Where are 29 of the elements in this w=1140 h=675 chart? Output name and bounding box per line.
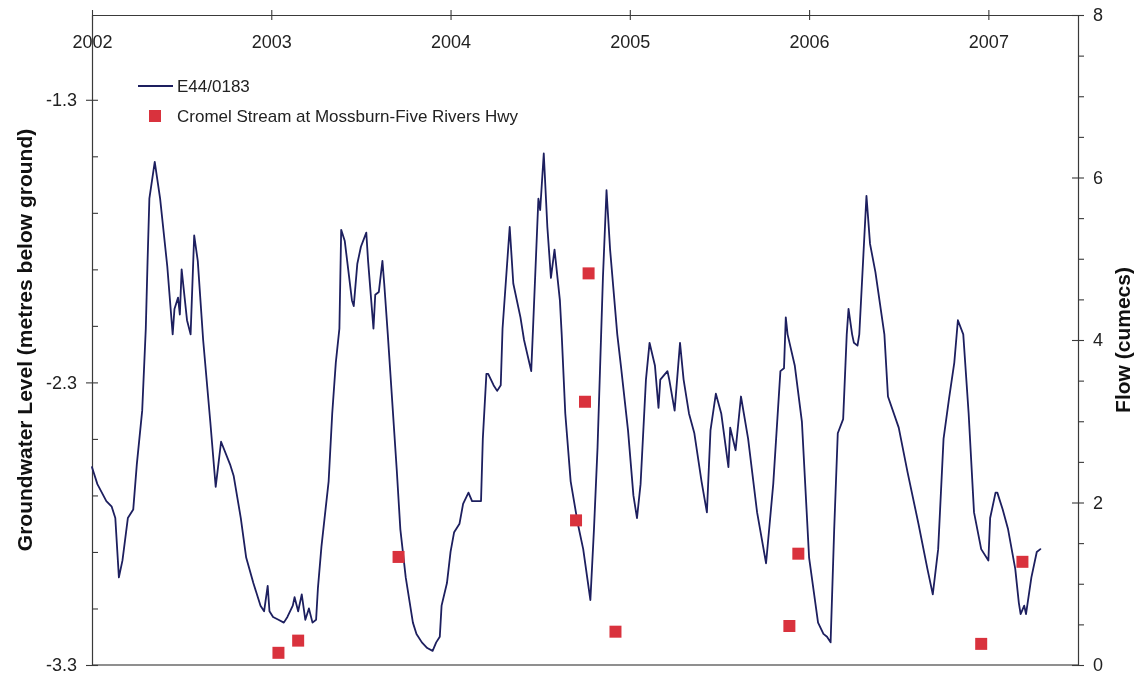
line-series	[91, 152, 1042, 652]
point	[292, 634, 305, 647]
point	[609, 625, 622, 638]
y-tick-label: -3.3	[45, 655, 77, 675]
y-tick-label: -1.3	[45, 90, 77, 111]
x-tick-label: 2005	[610, 31, 651, 52]
point	[1016, 555, 1029, 568]
y-tick-label: -2.3	[45, 372, 77, 393]
point	[783, 620, 796, 632]
legend-label: E44/0183	[177, 76, 250, 96]
point	[570, 514, 583, 527]
point	[975, 637, 988, 650]
point	[579, 395, 591, 408]
y2-axis-title: Flow (cumecs)	[1111, 267, 1135, 413]
y2-tick-label: 6	[1093, 167, 1104, 188]
x-tick-label: 2007	[968, 31, 1009, 52]
y2-tick-label: 2	[1093, 492, 1104, 513]
x-tick-label: 2006	[789, 31, 830, 52]
y2-tick-label: 0	[1093, 655, 1104, 675]
point	[582, 267, 595, 280]
y-axis-title: Groundwater Level (metres below ground)	[13, 128, 37, 552]
y2-tick-label: 4	[1093, 330, 1104, 351]
legend-label: Cromel Stream at Mossburn-Five Rivers Hwy	[177, 106, 519, 126]
x-tick-label: 2004	[431, 31, 472, 52]
point	[272, 646, 285, 659]
point	[792, 547, 805, 560]
x-tick-label: 2003	[251, 31, 292, 52]
y2-tick-label: 8	[1093, 5, 1104, 26]
point	[392, 550, 405, 563]
